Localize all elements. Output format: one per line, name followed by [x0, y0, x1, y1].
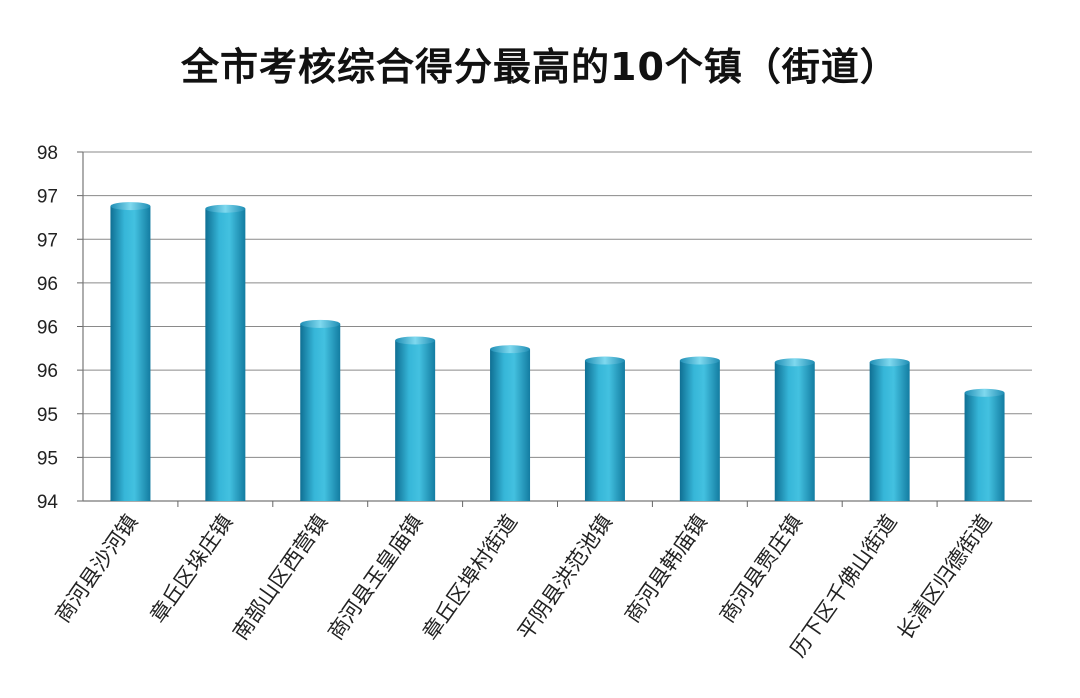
- x-tick-label: 商河县贾庄镇: [715, 510, 807, 627]
- bar-body: [205, 208, 246, 501]
- chart-title: 全市考核综合得分最高的10个镇（街道）: [181, 45, 899, 89]
- y-axis-ticks: 94 95 95 96 96 96 97 97 98: [37, 143, 59, 513]
- x-tick-label: 平阴县洪范池镇: [513, 510, 617, 644]
- y-tick-label: 98: [37, 143, 58, 164]
- y-tick-label: 95: [37, 405, 58, 426]
- bar-body: [964, 392, 1005, 501]
- bar-body: [679, 360, 720, 501]
- bar-cap: [774, 358, 815, 367]
- bar: [679, 356, 720, 501]
- bar-cap: [205, 204, 246, 213]
- bars: [110, 202, 1005, 501]
- x-tick-label: 商河县沙河镇: [51, 510, 143, 627]
- bar-body: [110, 206, 151, 501]
- y-tick-label: 97: [37, 187, 58, 208]
- bar-body: [584, 360, 625, 501]
- x-tick-label: 章丘区埠村街道: [418, 510, 522, 644]
- bar: [110, 202, 151, 501]
- x-axis-ticks: 商河县沙河镇 章丘区垛庄镇南部山区西营镇商河县玉皇庙镇章丘区埠村街道平阴县洪范池镇…: [51, 510, 997, 661]
- bar-cap: [490, 345, 531, 354]
- bar: [774, 358, 815, 501]
- bar-cap: [679, 356, 720, 365]
- y-tick-label: 96: [37, 361, 58, 382]
- bar-body: [774, 362, 815, 501]
- bar: [205, 204, 246, 501]
- bar-body: [395, 340, 436, 501]
- y-tick-label: 96: [37, 274, 58, 295]
- y-tick-label: 96: [37, 318, 58, 339]
- y-tick-label: 97: [37, 230, 58, 251]
- bar: [300, 319, 341, 501]
- bar-cap: [869, 358, 910, 367]
- x-tick-label: 长清区归德街道: [893, 510, 997, 644]
- bar-cap: [964, 388, 1005, 397]
- bar-body: [300, 323, 341, 501]
- x-tick-label: 商河县韩庙镇: [620, 510, 712, 627]
- bar-cap: [584, 356, 625, 365]
- bar: [395, 336, 436, 501]
- x-tick-label: 南部山区西营镇: [228, 510, 332, 644]
- bar: [584, 356, 625, 501]
- x-tick-label: 历下区千佛山街道: [786, 510, 902, 661]
- x-tick-label: 章丘区垛庄镇: [146, 510, 238, 627]
- bar: [964, 388, 1005, 501]
- bar: [869, 358, 910, 501]
- y-tick-label: 94: [37, 492, 59, 513]
- bar-body: [869, 362, 910, 501]
- bar-cap: [300, 319, 341, 328]
- x-tick-label: 商河县玉皇庙镇: [323, 510, 427, 644]
- bar-cap: [395, 336, 436, 345]
- y-tick-label: 95: [37, 448, 58, 469]
- bar-body: [490, 349, 531, 501]
- bar-cap: [110, 202, 151, 211]
- bar: [490, 345, 531, 501]
